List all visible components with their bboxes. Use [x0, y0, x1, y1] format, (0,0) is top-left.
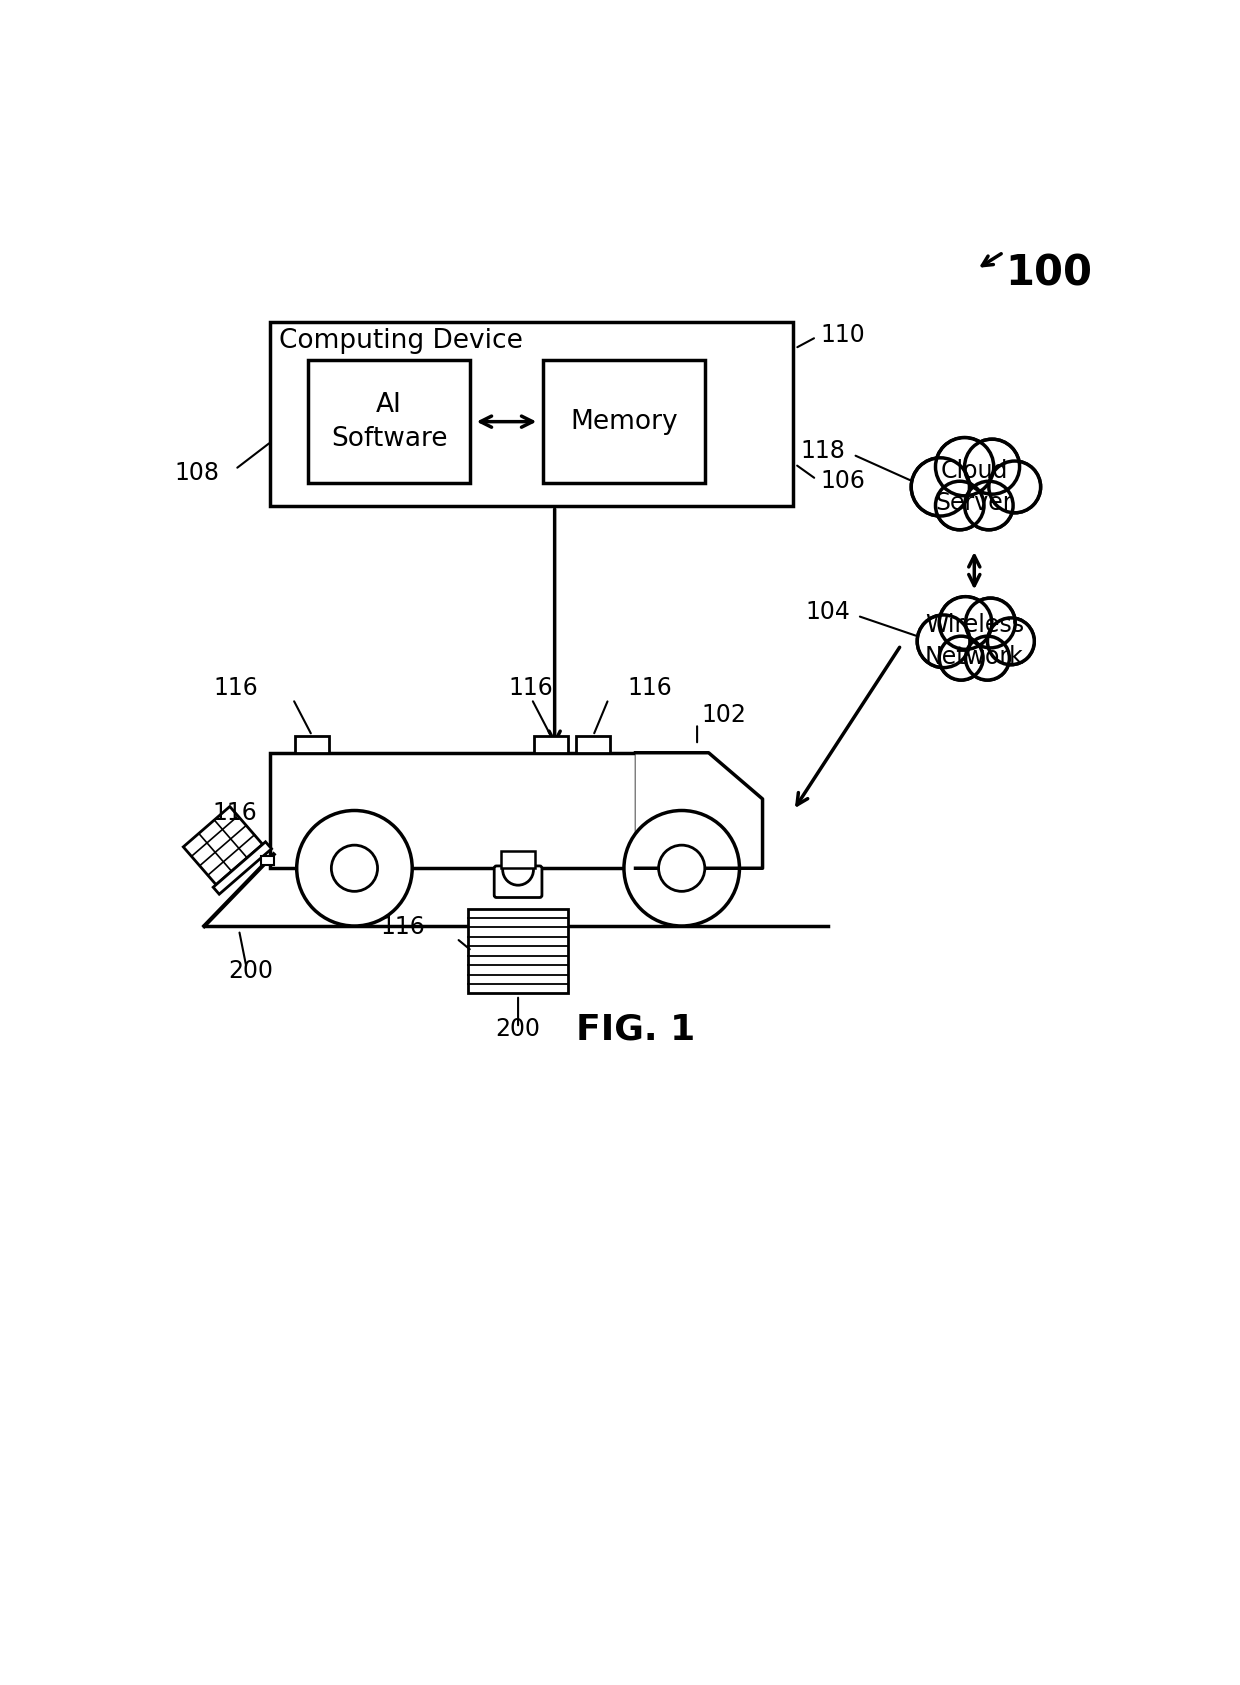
- Circle shape: [624, 810, 739, 927]
- Circle shape: [918, 615, 970, 667]
- Text: 116: 116: [212, 800, 257, 824]
- Circle shape: [965, 440, 1019, 494]
- FancyBboxPatch shape: [184, 807, 263, 885]
- Circle shape: [911, 458, 970, 516]
- Text: 116: 116: [381, 915, 425, 939]
- FancyBboxPatch shape: [543, 361, 704, 484]
- Circle shape: [658, 846, 704, 891]
- Text: Memory: Memory: [570, 409, 678, 435]
- Circle shape: [941, 639, 981, 679]
- Text: 104: 104: [805, 600, 849, 623]
- Text: AI
Software: AI Software: [331, 391, 448, 452]
- Circle shape: [935, 482, 985, 529]
- Circle shape: [966, 637, 1009, 681]
- FancyBboxPatch shape: [270, 753, 635, 868]
- Circle shape: [914, 460, 967, 514]
- FancyBboxPatch shape: [213, 842, 272, 895]
- Circle shape: [991, 463, 1039, 511]
- FancyBboxPatch shape: [501, 851, 534, 868]
- Text: 108: 108: [175, 462, 219, 485]
- Text: Cloud
Server: Cloud Server: [935, 460, 1013, 516]
- Circle shape: [935, 438, 993, 495]
- FancyBboxPatch shape: [495, 866, 542, 898]
- Circle shape: [941, 598, 990, 647]
- Text: Wireless
Network: Wireless Network: [925, 613, 1024, 669]
- Text: 102: 102: [701, 703, 745, 726]
- FancyBboxPatch shape: [262, 856, 274, 864]
- Text: 118: 118: [800, 438, 844, 462]
- Text: Computing Device: Computing Device: [279, 327, 523, 354]
- Text: 200: 200: [496, 1016, 541, 1041]
- Text: 116: 116: [213, 676, 258, 699]
- FancyBboxPatch shape: [270, 322, 794, 507]
- Circle shape: [939, 637, 983, 681]
- Circle shape: [967, 639, 1008, 679]
- FancyBboxPatch shape: [295, 736, 329, 753]
- Text: 100: 100: [1006, 253, 1092, 295]
- Circle shape: [296, 810, 412, 927]
- Text: 116: 116: [508, 676, 553, 699]
- Polygon shape: [635, 753, 763, 868]
- Text: 106: 106: [821, 468, 866, 494]
- Circle shape: [939, 596, 992, 649]
- FancyBboxPatch shape: [467, 908, 568, 994]
- Circle shape: [502, 854, 533, 885]
- Circle shape: [990, 620, 1033, 662]
- Circle shape: [965, 482, 1013, 529]
- Circle shape: [937, 484, 982, 527]
- Circle shape: [937, 440, 991, 494]
- Circle shape: [988, 462, 1040, 512]
- Circle shape: [919, 617, 967, 666]
- FancyBboxPatch shape: [577, 736, 610, 753]
- Circle shape: [987, 618, 1034, 664]
- Text: 110: 110: [821, 324, 866, 347]
- Circle shape: [967, 600, 1013, 645]
- Circle shape: [967, 441, 1017, 492]
- Text: 200: 200: [228, 959, 273, 984]
- Text: FIG. 1: FIG. 1: [575, 1013, 696, 1046]
- FancyBboxPatch shape: [534, 736, 568, 753]
- Circle shape: [966, 484, 1011, 527]
- FancyBboxPatch shape: [309, 361, 470, 484]
- Circle shape: [966, 598, 1016, 647]
- Circle shape: [331, 846, 377, 891]
- Text: 116: 116: [627, 676, 672, 699]
